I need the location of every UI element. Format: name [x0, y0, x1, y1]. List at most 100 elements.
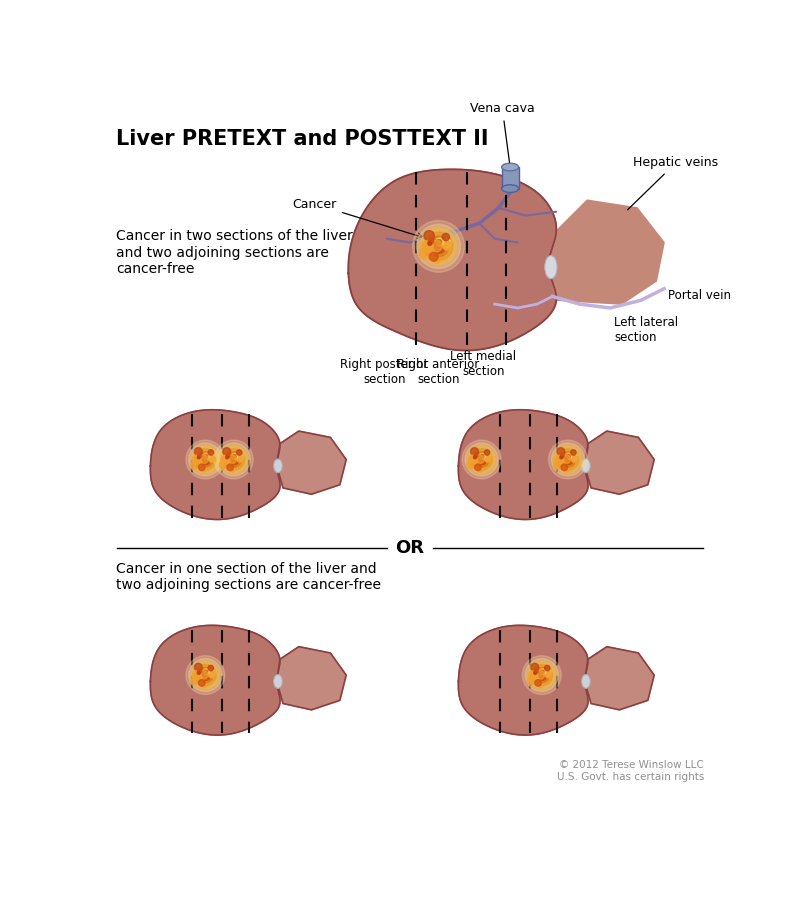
Circle shape [224, 461, 230, 466]
Circle shape [472, 461, 477, 466]
Circle shape [230, 456, 238, 465]
Circle shape [462, 440, 501, 479]
Circle shape [194, 675, 202, 683]
Circle shape [566, 453, 572, 459]
Circle shape [226, 456, 229, 459]
Circle shape [428, 236, 449, 257]
Text: Left lateral
section: Left lateral section [614, 316, 678, 344]
Circle shape [421, 241, 434, 252]
Circle shape [535, 670, 544, 680]
Circle shape [557, 448, 565, 455]
Circle shape [424, 231, 434, 241]
Circle shape [436, 238, 444, 246]
Circle shape [564, 456, 573, 465]
Circle shape [436, 241, 441, 246]
Circle shape [540, 669, 546, 674]
Circle shape [194, 665, 216, 686]
Text: Cancer in two sections of the liver
and two adjoining sections are
cancer-free: Cancer in two sections of the liver and … [116, 229, 353, 276]
Circle shape [535, 680, 542, 686]
Circle shape [189, 658, 222, 691]
Polygon shape [549, 200, 664, 304]
Circle shape [570, 450, 576, 455]
Circle shape [202, 456, 207, 462]
Circle shape [474, 452, 490, 467]
Circle shape [192, 446, 219, 473]
Circle shape [203, 453, 210, 459]
Polygon shape [585, 647, 654, 709]
Ellipse shape [274, 674, 282, 689]
Circle shape [564, 468, 569, 472]
Circle shape [192, 671, 202, 680]
Circle shape [470, 459, 478, 468]
Text: Hepatic veins: Hepatic veins [627, 156, 718, 210]
Circle shape [208, 450, 214, 455]
Circle shape [219, 462, 226, 469]
Circle shape [428, 239, 434, 243]
Circle shape [538, 683, 543, 688]
Circle shape [194, 448, 202, 455]
Circle shape [202, 672, 210, 681]
Circle shape [237, 455, 244, 462]
Circle shape [190, 677, 198, 684]
Circle shape [432, 240, 438, 245]
Ellipse shape [502, 185, 518, 192]
Circle shape [419, 249, 429, 259]
Circle shape [208, 455, 215, 462]
Circle shape [430, 240, 442, 252]
Circle shape [192, 662, 219, 689]
Circle shape [434, 257, 440, 263]
Circle shape [208, 453, 214, 461]
Circle shape [227, 464, 234, 471]
Circle shape [537, 670, 541, 674]
Polygon shape [458, 409, 588, 519]
Circle shape [237, 450, 242, 455]
Circle shape [426, 248, 433, 255]
Circle shape [558, 461, 563, 466]
Text: Right anterior
section: Right anterior section [398, 358, 480, 386]
Circle shape [565, 454, 569, 458]
Circle shape [478, 454, 482, 458]
Circle shape [545, 671, 552, 678]
Circle shape [208, 669, 214, 676]
Circle shape [198, 680, 205, 686]
Circle shape [195, 461, 201, 466]
Circle shape [202, 456, 210, 465]
Circle shape [556, 459, 565, 468]
Circle shape [467, 462, 474, 469]
Text: Liver PRETEXT and POSTTEXT II: Liver PRETEXT and POSTTEXT II [116, 129, 488, 149]
Circle shape [562, 454, 570, 463]
Circle shape [468, 446, 495, 473]
Circle shape [528, 662, 555, 689]
Circle shape [198, 667, 213, 682]
Circle shape [421, 228, 457, 265]
Circle shape [413, 221, 465, 272]
Circle shape [534, 669, 538, 674]
Circle shape [479, 455, 483, 459]
Circle shape [478, 456, 484, 462]
Circle shape [198, 464, 205, 471]
Circle shape [417, 224, 461, 269]
Circle shape [474, 456, 476, 459]
Polygon shape [150, 625, 280, 735]
Circle shape [474, 453, 478, 458]
Text: Right posterior
section: Right posterior section [340, 358, 428, 386]
Circle shape [200, 454, 205, 459]
Circle shape [571, 455, 578, 462]
Circle shape [423, 246, 434, 258]
Circle shape [563, 454, 567, 459]
Circle shape [465, 443, 498, 476]
Circle shape [221, 455, 230, 464]
Circle shape [220, 446, 247, 473]
Ellipse shape [545, 256, 557, 278]
Circle shape [424, 232, 453, 260]
Circle shape [480, 454, 484, 459]
Polygon shape [150, 409, 280, 519]
Circle shape [208, 671, 215, 678]
Circle shape [469, 455, 478, 464]
Circle shape [540, 671, 544, 674]
Circle shape [554, 446, 582, 473]
Circle shape [531, 665, 553, 686]
Circle shape [230, 454, 234, 458]
Circle shape [477, 454, 481, 459]
FancyBboxPatch shape [502, 167, 518, 189]
